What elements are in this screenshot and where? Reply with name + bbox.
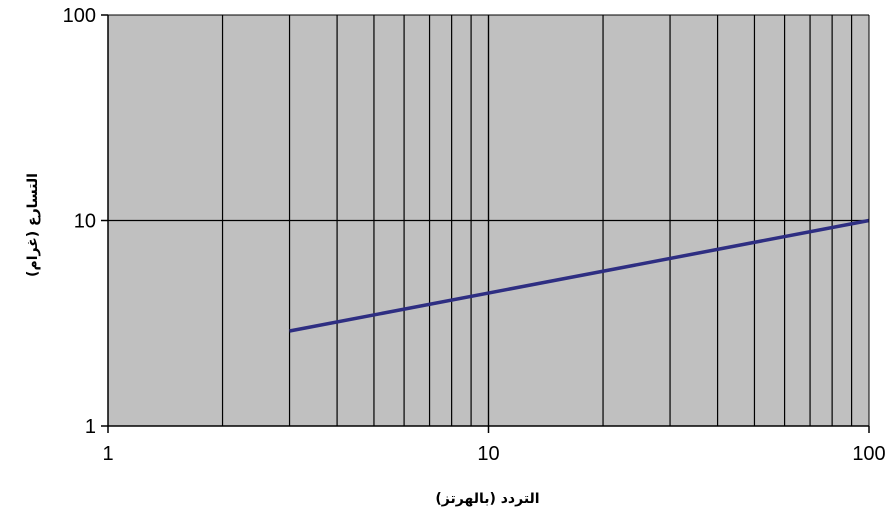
- y-tick-label: 1: [85, 416, 96, 438]
- y-tick-label: 100: [63, 5, 96, 27]
- y-tick-label: 10: [74, 211, 96, 233]
- gridlines: [108, 15, 869, 426]
- x-axis-title: التردد (بالهرتز): [435, 491, 540, 507]
- axes: [101, 14, 870, 433]
- series-line: [289, 218, 870, 333]
- x-tick-label: 100: [852, 443, 885, 465]
- tick-labels: 1 10 100 1 10 100: [63, 5, 886, 465]
- x-tick-label: 1: [102, 443, 113, 465]
- series-group: [289, 218, 870, 333]
- x-tick-label: 10: [477, 443, 499, 465]
- y-axis-title: التسارع (غرام): [25, 173, 41, 277]
